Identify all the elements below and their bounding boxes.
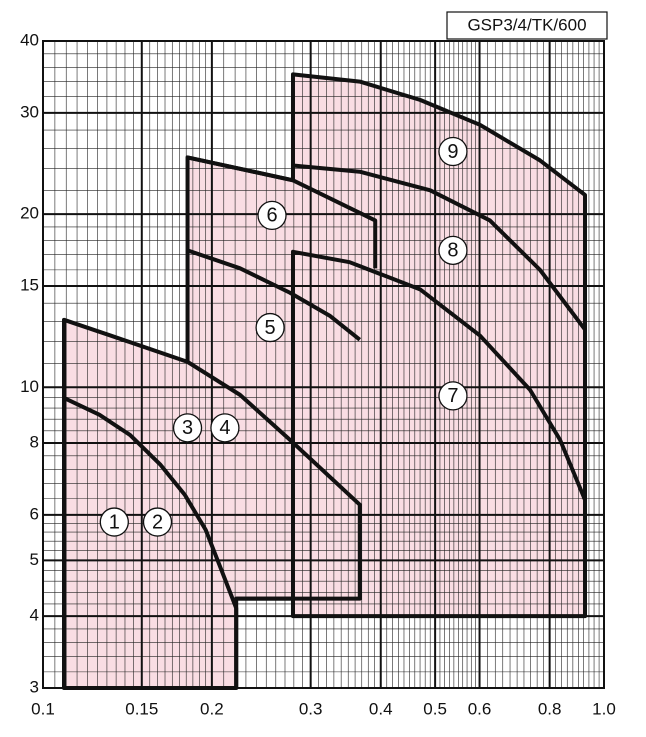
- y-tick-label: 3: [30, 677, 39, 696]
- y-tick-label: 4: [30, 606, 39, 625]
- label-circle: [172, 413, 203, 443]
- y-tick-label: 30: [20, 102, 39, 121]
- region-fill: [63, 74, 586, 688]
- title-box: [446, 11, 608, 40]
- x-tick-label: 0.4: [369, 699, 393, 718]
- y-tick-label: 40: [20, 30, 39, 49]
- chart-title: GSP3/4/TK/600: [467, 15, 586, 34]
- label-circle: [255, 312, 285, 343]
- region-label: 3: [182, 417, 193, 439]
- region-boundary: [63, 396, 239, 688]
- region-label: 8: [447, 240, 458, 262]
- y-tick-label: 10: [20, 377, 39, 396]
- x-tick-label: 0.3: [299, 699, 323, 718]
- y-tick-label: 5: [30, 550, 39, 569]
- label-circle: [210, 413, 240, 443]
- label-circle: [438, 381, 468, 411]
- y-tick-label: 6: [30, 504, 39, 523]
- y-tick-label: 15: [20, 275, 39, 294]
- region-boundary: [186, 360, 362, 601]
- x-tick-label: 1.0: [592, 699, 616, 718]
- x-tick-label: 0.2: [200, 699, 224, 718]
- y-tick-label: 8: [30, 432, 39, 451]
- label-circle: [99, 507, 129, 537]
- region-label: 2: [152, 511, 163, 533]
- region-label: 5: [265, 317, 276, 339]
- region-label: 7: [447, 385, 458, 407]
- region-boundary: [290, 249, 587, 617]
- x-tick-label: 0.8: [538, 699, 562, 718]
- region-label: 9: [447, 141, 458, 163]
- x-tick-label: 0.5: [423, 699, 447, 718]
- label-circle: [142, 507, 173, 537]
- x-tick-label: 0.1: [31, 699, 55, 718]
- label-circle: [438, 136, 468, 167]
- label-circle: [257, 200, 287, 231]
- x-tick-label: 0.6: [468, 699, 492, 718]
- region-label: 4: [219, 417, 230, 439]
- plot-frame: [42, 40, 605, 689]
- region-boundary: [292, 163, 587, 331]
- label-circle: [438, 235, 468, 266]
- region-label: 6: [266, 205, 277, 227]
- region-boundary: [187, 155, 378, 269]
- y-tick-label: 20: [20, 204, 39, 223]
- x-tick-label: 0.15: [125, 699, 158, 718]
- region-boundary: [186, 248, 362, 342]
- region-label: 1: [109, 511, 120, 533]
